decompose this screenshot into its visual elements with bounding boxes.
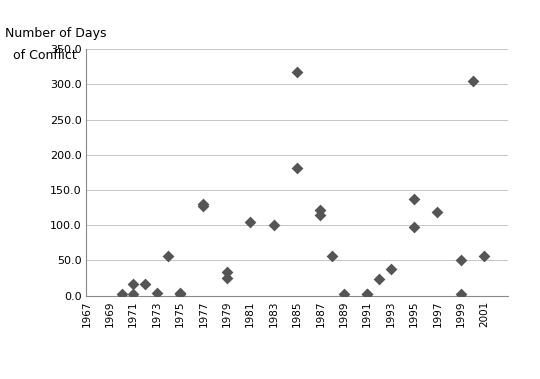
Point	[152, 290, 161, 296]
Point	[269, 222, 278, 228]
Text: of Conflict: of Conflict	[5, 49, 77, 62]
Point	[410, 224, 418, 230]
Point	[316, 211, 325, 218]
Point	[410, 196, 418, 202]
Point	[246, 219, 254, 225]
Point	[340, 291, 348, 297]
Point	[363, 291, 372, 297]
Point	[117, 291, 126, 297]
Point	[316, 207, 325, 213]
Point	[456, 290, 465, 296]
Point	[293, 164, 301, 171]
Point	[164, 252, 173, 258]
Point	[199, 201, 208, 207]
Point	[176, 290, 184, 296]
Point	[222, 275, 231, 281]
Point	[480, 252, 489, 258]
Point	[386, 266, 395, 272]
Point	[456, 257, 465, 263]
Point	[176, 291, 184, 297]
Point	[222, 269, 231, 275]
Point	[375, 276, 383, 282]
Point	[129, 281, 138, 287]
Point	[199, 202, 208, 208]
Text: Number of Days: Number of Days	[5, 27, 107, 39]
Point	[468, 78, 477, 84]
Point	[328, 252, 336, 258]
Point	[293, 69, 301, 75]
Point	[140, 281, 149, 287]
Point	[363, 291, 372, 297]
Point	[129, 291, 138, 297]
Point	[433, 209, 442, 215]
